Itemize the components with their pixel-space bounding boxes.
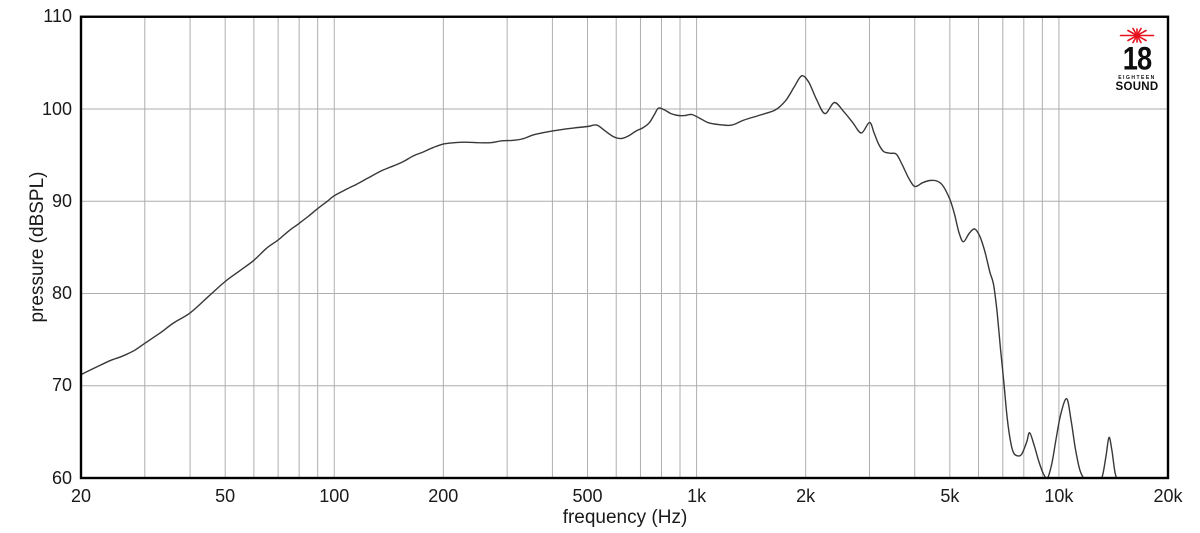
x-tick-label: 1k [687, 486, 707, 506]
logo-brand-eighteen: EIGHTEEN [1118, 75, 1156, 81]
x-tick-label: 20 [70, 486, 92, 506]
response-curve [81, 74, 1118, 478]
y-tick-label: 100 [41, 98, 72, 119]
x-tick-label: 500 [572, 486, 603, 506]
y-tick-label: 60 [51, 467, 72, 488]
y-tick-label: 70 [51, 375, 72, 396]
logo-number: 18 [1122, 40, 1152, 77]
x-tick-label: 200 [428, 486, 459, 506]
y-tick-label: 80 [51, 283, 72, 303]
x-tick-label: 10k [1044, 486, 1074, 506]
x-tick-label: 50 [215, 486, 236, 506]
plot-frame [79, 15, 1170, 480]
logo-brand-sound: SOUND [1115, 81, 1159, 93]
x-tick-label: 20k [1153, 486, 1183, 506]
y-tick-label: 110 [43, 6, 72, 27]
x-axis-title: frequency (Hz) [562, 507, 688, 528]
x-tick-label: 5k [940, 486, 960, 506]
y-tick-label: 90 [51, 190, 72, 211]
star-icon [1119, 27, 1155, 44]
x-tick-label: 100 [319, 486, 350, 506]
x-tick-label: 2k [796, 486, 816, 506]
eighteen-sound-logo: 18 EIGHTEEN SOUND [1114, 27, 1160, 93]
y-axis-title: pressure (dBSPL) [27, 171, 48, 323]
